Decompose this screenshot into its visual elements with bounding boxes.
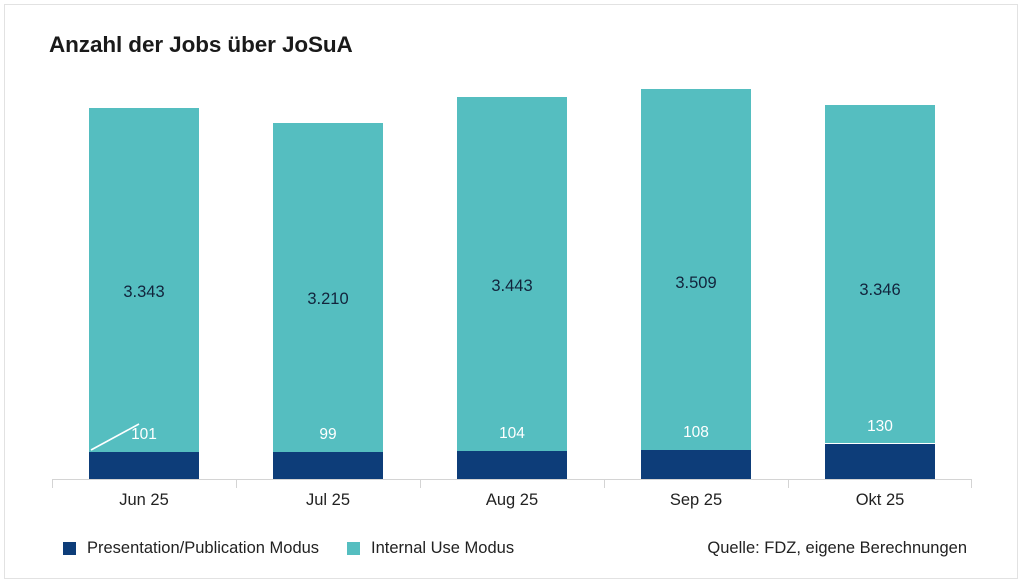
bar-value-label-internal-use: 3.210 <box>307 290 349 309</box>
bar-segment-presentation-publication <box>641 449 751 480</box>
x-axis-tick <box>52 479 53 488</box>
bar-segment-internal-use <box>457 96 567 451</box>
bar-stack: 3.509 108 <box>641 89 751 480</box>
bar-segment-presentation-publication <box>457 450 567 480</box>
legend-item[interactable]: Internal Use Modus <box>347 539 514 558</box>
x-axis-tick <box>788 479 789 488</box>
bar-value-label-internal-use: 3.343 <box>123 283 165 302</box>
bar-segment-presentation-publication <box>273 452 383 480</box>
x-axis-label: Okt 25 <box>855 491 905 509</box>
bar-segment-internal-use <box>89 108 199 452</box>
bar-value-label-presentation-publication: 108 <box>683 423 709 441</box>
bar-group: 3.343 101 <box>89 75 199 480</box>
bar-group: 3.346 130 <box>825 75 935 480</box>
x-axis-tick <box>604 479 605 488</box>
source-note: Quelle: FDZ, eigene Berechnungen <box>707 539 967 557</box>
x-axis-label: Jul 25 <box>305 491 351 509</box>
chart-card: Anzahl der Jobs über JoSuA 3.343 101 3.210… <box>4 4 1018 579</box>
bar-value-label-presentation-publication: 99 <box>319 426 337 444</box>
bar-segment-internal-use <box>641 89 751 450</box>
legend-label: Presentation/Publication Modus <box>87 539 320 557</box>
chart-title: Anzahl der Jobs über JoSuA <box>49 32 353 57</box>
x-axis-line <box>52 479 972 480</box>
bar-segment-presentation-publication <box>825 443 935 480</box>
bar-segment-internal-use <box>273 122 383 453</box>
x-axis <box>52 479 972 489</box>
bar-value-label-presentation-publication: 104 <box>499 424 525 442</box>
bar-group: 3.210 99 <box>273 75 383 480</box>
bar-value-label-presentation-publication: 101 <box>131 425 157 443</box>
bar-stack: 3.346 130 <box>825 104 935 480</box>
bar-value-label-internal-use: 3.346 <box>859 281 901 300</box>
bar-segment-internal-use <box>825 104 935 444</box>
legend-swatch-icon <box>347 542 360 555</box>
x-axis-tick <box>971 479 972 488</box>
plot-area: 3.343 101 3.210 99 3.443 104 3.509 108 3.346 130 <box>52 75 972 480</box>
legend-item[interactable]: Presentation/Publication Modus <box>63 539 319 558</box>
bar-value-label-internal-use: 3.443 <box>491 277 533 296</box>
x-axis-tick <box>236 479 237 488</box>
bar-value-label-presentation-publication: 130 <box>867 417 893 435</box>
bar-stack: 3.210 99 <box>273 122 383 480</box>
x-axis-label: Aug 25 <box>485 491 539 509</box>
x-axis-tick <box>420 479 421 488</box>
x-axis-label: Sep 25 <box>669 491 723 509</box>
bar-group: 3.509 108 <box>641 75 751 480</box>
bar-stack: 3.343 101 <box>89 108 199 480</box>
bar-group: 3.443 104 <box>457 75 567 480</box>
legend-label: Internal Use Modus <box>371 539 515 557</box>
legend-swatch-icon <box>63 542 76 555</box>
x-axis-label: Jun 25 <box>119 491 169 509</box>
bar-segment-presentation-publication <box>89 451 199 480</box>
bar-value-label-internal-use: 3.509 <box>675 273 717 292</box>
bar-stack: 3.443 104 <box>457 96 567 480</box>
